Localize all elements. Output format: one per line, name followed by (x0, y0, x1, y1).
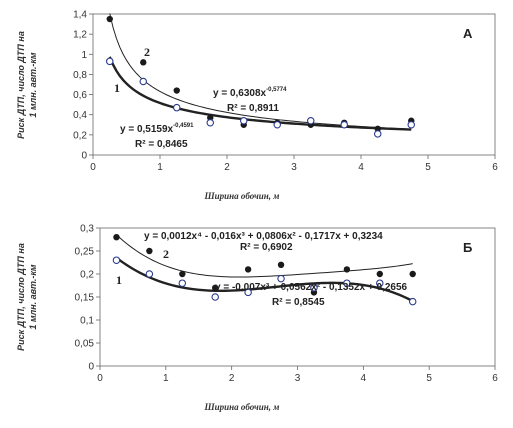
x-tick-label: 0 (97, 373, 103, 384)
chart-a: 0 1 2 3 4 5 6 0 0,2 0,4 0,6 0,8 1 1,2 1,4 Риск ДТП, ч… (16, 10, 498, 202)
chart-b-y-label-line2: 1 млн. авт.-км (28, 264, 38, 329)
trendline-series-1 (108, 56, 412, 131)
data-point-series-1 (211, 293, 219, 301)
x-tick-label: 3 (295, 373, 301, 384)
x-tick-label: 5 (425, 162, 431, 173)
data-point-series-1 (145, 270, 154, 278)
y-tick-label: 0,8 (73, 70, 87, 81)
data-point-series-1 (206, 119, 215, 127)
x-tick-label: 2 (229, 373, 235, 384)
data-point-series-2 (376, 270, 383, 278)
chart-b-points (112, 234, 417, 306)
chart-a-eq-1: y = 0,5159x-0,4591 (120, 123, 194, 135)
data-point-series-1 (112, 256, 121, 264)
chart-b-r2-1: R² = 0,8545 (272, 297, 325, 308)
chart-a-x-ticks: 0 1 2 3 4 5 6 (90, 155, 498, 173)
x-tick-label: 4 (361, 373, 367, 384)
chart-a-points (106, 15, 415, 138)
chart-b-series-2-label: 2 (163, 247, 169, 261)
y-tick-label: 0 (88, 362, 94, 373)
chart-a-eq-2: y = 0,6308x-0,5774 (213, 87, 287, 99)
chart-a-x-label: Ширина обочин, м (204, 191, 280, 201)
chart-a-r2-1: R² = 0,8465 (135, 139, 188, 150)
x-tick-label: 2 (224, 162, 230, 173)
y-tick-label: 0,15 (75, 293, 95, 304)
data-point-series-2 (374, 125, 381, 133)
chart-b-eq-2: y = 0,0012x⁴ - 0,016x³ + 0,0806x² - 0,17… (144, 231, 383, 242)
data-point-series-1 (340, 121, 348, 129)
y-tick-label: 0,25 (75, 247, 95, 258)
data-point-series-1 (273, 121, 281, 129)
data-point-series-2 (113, 234, 120, 241)
x-tick-label: 0 (90, 162, 96, 173)
chart-a-series-1-label: 1 (114, 81, 120, 95)
x-tick-label: 1 (157, 162, 163, 173)
x-tick-label: 4 (358, 162, 364, 173)
data-point-series-1 (407, 121, 415, 129)
chart-a-y-label-line1: Риск ДТП, число ДТП на (16, 31, 26, 139)
y-tick-label: 0 (81, 151, 87, 162)
x-tick-label: 3 (291, 162, 297, 173)
data-point-series-2 (212, 284, 219, 291)
data-point-series-1 (173, 103, 181, 112)
chart-b-series-1-label: 1 (116, 273, 122, 287)
data-point-series-2 (179, 270, 186, 278)
data-point-series-2 (173, 87, 180, 94)
data-point-series-2 (140, 59, 147, 66)
y-tick-label: 1 (81, 50, 87, 61)
data-point-series-1 (244, 288, 252, 297)
chart-b-r2-2: R² = 0,6902 (240, 242, 293, 253)
y-tick-label: 0,1 (80, 316, 94, 327)
data-point-series-1 (376, 279, 384, 287)
chart-a-r2-2: R² = 0,8911 (227, 103, 279, 114)
data-point-series-1 (343, 279, 351, 287)
data-point-series-2 (409, 270, 416, 278)
data-point-series-1 (310, 284, 318, 292)
chart-b-x-label: Ширина обочин, м (204, 402, 280, 412)
chart-b-x-ticks: 0 1 2 3 4 5 6 (97, 366, 498, 384)
data-point-series-2 (207, 114, 214, 121)
chart-a-panel-label: А (463, 26, 473, 41)
chart-b-eq-1: y = -0,007x³ + 0,0562x² - 0,1352x + 0,26… (215, 282, 408, 293)
chart-b-y-ticks: 0 0,05 0,1 0,15 0,2 0,25 0,3 (75, 224, 100, 373)
chart-a-series-2-label: 2 (144, 45, 150, 59)
data-point-series-2 (146, 247, 153, 255)
y-tick-label: 0,4 (73, 110, 87, 121)
x-tick-label: 6 (492, 373, 498, 384)
chart-b-panel-label: Б (463, 240, 472, 255)
x-tick-label: 5 (426, 373, 432, 384)
chart-a-y-ticks: 0 0,2 0,4 0,6 0,8 1 1,2 1,4 (73, 10, 93, 162)
data-point-series-1 (106, 57, 114, 66)
data-point-series-1 (240, 117, 248, 125)
x-tick-label: 6 (492, 162, 498, 173)
chart-b-y-label-line1: Риск ДТП, число ДТП на (16, 243, 26, 351)
data-point-series-1 (408, 297, 417, 306)
trendline-series-2 (116, 234, 413, 278)
y-tick-label: 0,2 (80, 270, 94, 281)
y-tick-label: 0,2 (73, 130, 87, 141)
data-point-series-1 (373, 130, 382, 138)
data-point-series-2 (343, 266, 351, 273)
data-point-series-1 (306, 117, 315, 125)
x-tick-label: 1 (163, 373, 169, 384)
data-point-series-2 (277, 261, 285, 268)
chart-b: 0 1 2 3 4 5 6 0 0,05 0,1 0,15 0,2 0,25 0,3 Риск ДТП,… (16, 224, 498, 413)
data-point-series-1 (277, 274, 285, 283)
y-tick-label: 0,05 (75, 339, 95, 350)
data-point-series-2 (106, 15, 113, 23)
chart-a-y-label-line2: 1 млн. авт.-км (28, 52, 38, 117)
data-point-series-1 (139, 77, 148, 86)
data-point-series-1 (178, 279, 187, 287)
chart-b-trendlines (115, 234, 414, 303)
y-tick-label: 0,6 (73, 90, 87, 101)
chart-a-trendlines (108, 13, 412, 131)
trendline-series-1 (115, 256, 414, 303)
data-point-series-2 (244, 266, 252, 273)
y-tick-label: 1,4 (73, 10, 87, 21)
y-tick-label: 0,3 (80, 224, 94, 235)
y-tick-label: 1,2 (73, 30, 87, 41)
